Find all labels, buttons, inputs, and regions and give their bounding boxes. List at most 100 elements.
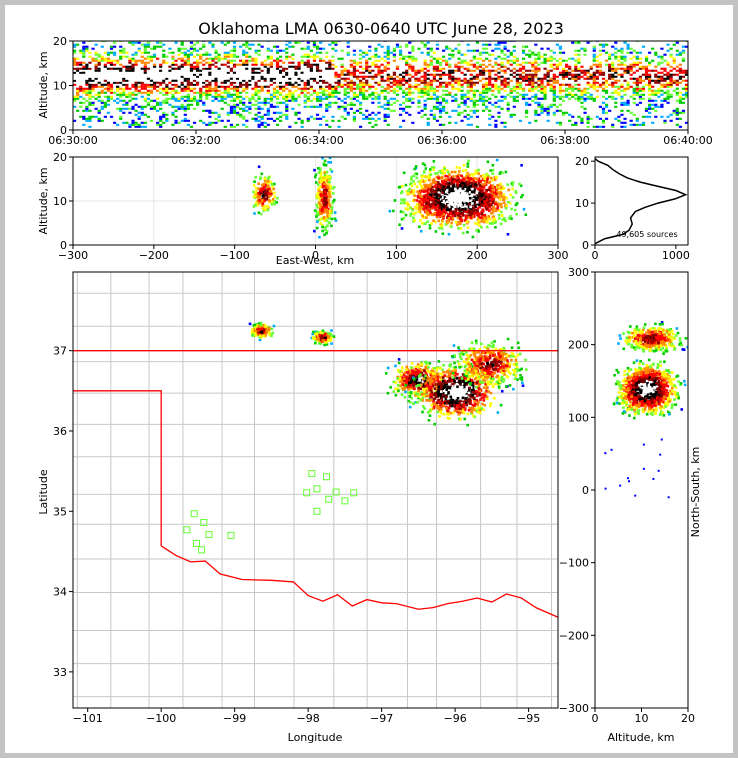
east-west-cell xyxy=(327,187,330,190)
time-altitude-cell xyxy=(315,47,320,50)
time-altitude-cell xyxy=(478,97,483,100)
time-altitude-cell xyxy=(257,97,261,100)
time-altitude-cell xyxy=(134,41,138,44)
time-altitude-cell xyxy=(362,75,366,78)
time-altitude-cell xyxy=(543,53,547,56)
time-altitude-cell xyxy=(500,65,504,68)
time-altitude-cell xyxy=(94,81,98,84)
time-altitude-cell xyxy=(325,81,329,84)
time-altitude-cell xyxy=(408,73,412,76)
east-west-cell xyxy=(515,212,518,216)
time-altitude-cell xyxy=(285,97,289,100)
time-altitude-cell xyxy=(552,51,556,54)
time-altitude-cell xyxy=(445,93,449,96)
time-altitude-cell xyxy=(76,67,80,70)
time-altitude-cell xyxy=(337,125,341,128)
time-altitude-cell xyxy=(309,49,313,52)
time-altitude-cell xyxy=(149,81,154,84)
time-altitude-cell xyxy=(402,77,406,80)
time-altitude-cell xyxy=(580,91,584,94)
east-west-cell xyxy=(499,182,502,186)
time-altitude-cell xyxy=(531,61,535,64)
time-altitude-cell xyxy=(402,101,406,104)
time-altitude-cell xyxy=(211,75,215,78)
time-altitude-cell xyxy=(266,73,270,76)
east-west-cell xyxy=(318,235,321,239)
time-altitude-cell xyxy=(291,97,295,100)
time-altitude-cell xyxy=(220,77,224,80)
time-altitude-cell xyxy=(377,73,381,76)
time-altitude-cell xyxy=(156,69,160,72)
east-west-cell xyxy=(262,193,266,197)
time-altitude-cell xyxy=(540,85,544,88)
time-altitude-cell xyxy=(152,45,157,48)
east-west-cell xyxy=(514,203,518,207)
time-altitude-cell xyxy=(319,85,323,88)
time-altitude-cell xyxy=(312,97,317,100)
time-altitude-cell xyxy=(632,55,636,58)
time-altitude-cell xyxy=(97,55,101,58)
time-altitude-cell xyxy=(681,45,686,48)
time-altitude-cell xyxy=(660,47,664,50)
time-altitude-cell xyxy=(156,101,160,104)
time-altitude-cell xyxy=(79,63,83,66)
time-altitude-cell xyxy=(540,91,544,94)
time-altitude-cell xyxy=(377,83,381,86)
time-altitude-cell xyxy=(192,91,197,94)
time-altitude-cell xyxy=(426,77,430,80)
time-altitude-cell xyxy=(269,75,273,78)
time-altitude-cell xyxy=(162,81,166,84)
time-altitude-cell xyxy=(371,93,375,96)
time-altitude-cell xyxy=(352,95,357,98)
time-altitude-cell xyxy=(414,59,418,62)
east-west-cell xyxy=(254,203,258,207)
time-altitude-cell xyxy=(448,93,452,96)
time-altitude-cell xyxy=(648,51,652,54)
time-altitude-cell xyxy=(134,93,138,96)
time-altitude-cell xyxy=(435,73,440,76)
time-altitude-cell xyxy=(534,101,538,104)
time-altitude-cell xyxy=(309,71,313,74)
time-altitude-cell xyxy=(552,91,556,94)
time-altitude-cell xyxy=(598,117,603,120)
time-altitude-cell xyxy=(291,57,295,60)
time-altitude-cell xyxy=(583,47,587,50)
time-altitude-cell xyxy=(322,89,326,92)
time-altitude-cell xyxy=(202,93,206,96)
time-altitude-cell xyxy=(312,55,317,58)
time-altitude-cell xyxy=(334,65,338,68)
time-altitude-cell xyxy=(681,71,686,74)
time-altitude-cell xyxy=(540,61,544,64)
east-west-cell xyxy=(323,171,327,175)
time-altitude-cell xyxy=(266,79,270,82)
time-altitude-cell xyxy=(328,95,332,98)
time-altitude-cell xyxy=(269,61,273,64)
time-altitude-cell xyxy=(149,47,154,50)
time-altitude-cell xyxy=(226,41,230,44)
time-altitude-cell xyxy=(392,53,396,56)
time-altitude-cell xyxy=(488,43,492,46)
east-west-cell xyxy=(322,188,326,192)
time-altitude-cell xyxy=(257,95,261,98)
east-west-cell xyxy=(481,215,485,218)
time-altitude-cell xyxy=(423,71,427,74)
time-altitude-cell xyxy=(565,75,569,78)
time-altitude-cell xyxy=(300,55,304,58)
time-altitude-cell xyxy=(365,51,369,54)
time-altitude-cell xyxy=(635,79,639,82)
time-altitude-cell xyxy=(623,55,627,58)
time-altitude-cell xyxy=(226,53,230,56)
time-altitude-cell xyxy=(109,67,114,70)
time-altitude-cell xyxy=(349,59,353,62)
time-altitude-cell xyxy=(488,117,492,120)
time-altitude-cell xyxy=(257,115,261,118)
time-altitude-cell xyxy=(319,73,323,76)
time-altitude-cell xyxy=(408,79,412,82)
time-altitude-cell xyxy=(638,101,642,104)
time-altitude-cell xyxy=(91,81,95,84)
time-altitude-cell xyxy=(128,91,132,94)
time-altitude-cell xyxy=(358,75,363,78)
east-west-cell xyxy=(261,194,265,198)
time-altitude-cell xyxy=(398,83,403,86)
time-altitude-cell xyxy=(183,117,187,120)
